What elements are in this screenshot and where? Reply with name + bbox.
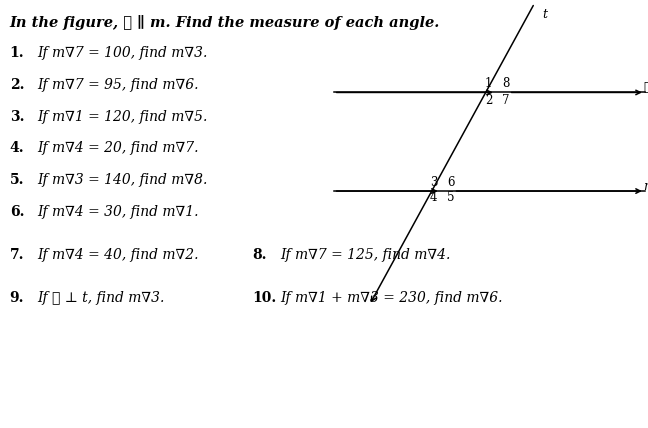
Text: If m∇7 = 125, find m∇4.: If m∇7 = 125, find m∇4. (280, 248, 450, 262)
Text: If m∇3 = 140, find m∇8.: If m∇3 = 140, find m∇8. (37, 173, 207, 187)
Text: 2: 2 (485, 94, 492, 107)
Text: In the figure, ℓ ∥ m. Find the measure of each angle.: In the figure, ℓ ∥ m. Find the measure o… (10, 15, 440, 30)
Text: m: m (643, 180, 648, 193)
Text: If m∇7 = 95, find m∇6.: If m∇7 = 95, find m∇6. (37, 78, 198, 92)
Text: 1: 1 (485, 77, 492, 90)
Text: 3: 3 (430, 176, 437, 189)
Text: ℓ: ℓ (643, 81, 648, 94)
Text: If m∇4 = 20, find m∇7.: If m∇4 = 20, find m∇7. (37, 141, 198, 155)
Text: If m∇1 + m∇3 = 230, find m∇6.: If m∇1 + m∇3 = 230, find m∇6. (280, 291, 502, 305)
Text: 4.: 4. (10, 141, 25, 155)
Text: 1.: 1. (10, 46, 25, 60)
Text: 7.: 7. (10, 248, 24, 262)
Text: 10.: 10. (253, 291, 277, 305)
Text: 6.: 6. (10, 205, 24, 219)
Text: If m∇4 = 40, find m∇2.: If m∇4 = 40, find m∇2. (37, 248, 198, 262)
Text: If m∇1 = 120, find m∇5.: If m∇1 = 120, find m∇5. (37, 110, 207, 124)
Text: 8: 8 (502, 77, 510, 90)
Text: 5: 5 (446, 191, 454, 204)
Text: 4: 4 (430, 191, 437, 204)
Text: 9.: 9. (10, 291, 24, 305)
Text: If ℓ ⊥ t, find m∇3.: If ℓ ⊥ t, find m∇3. (37, 291, 165, 305)
Text: 8.: 8. (253, 248, 267, 262)
Text: If m∇7 = 100, find m∇3.: If m∇7 = 100, find m∇3. (37, 46, 207, 60)
Text: 6: 6 (447, 176, 455, 189)
Text: 2.: 2. (10, 78, 24, 92)
Text: t: t (543, 8, 548, 21)
Text: 7: 7 (502, 94, 510, 107)
Text: 5.: 5. (10, 173, 24, 187)
Text: If m∇4 = 30, find m∇1.: If m∇4 = 30, find m∇1. (37, 205, 198, 219)
Text: 3.: 3. (10, 110, 24, 124)
